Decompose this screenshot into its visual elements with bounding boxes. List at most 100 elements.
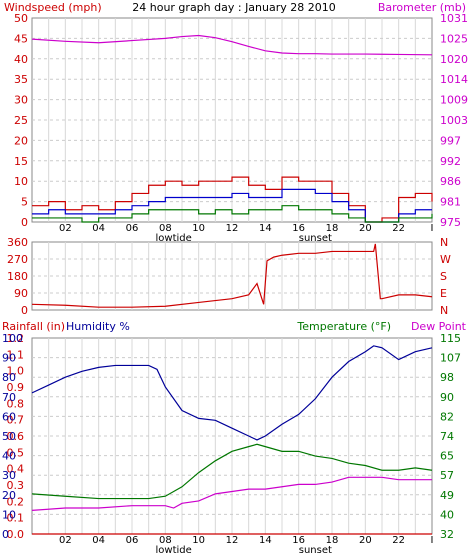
y-tick-label: 32 bbox=[440, 528, 454, 541]
rainfall-y-ticks: 0.0 0.1 0.2 0.3 0.4 0.5 0.6 0.7 0.8 0.9 1.0 1.1 1.2 bbox=[7, 332, 25, 541]
y-tick-label: 1003 bbox=[440, 114, 468, 127]
y-tick-label: 98 bbox=[440, 371, 454, 384]
event-label: sunset bbox=[299, 545, 332, 556]
y-tick-label: 30 bbox=[14, 94, 28, 107]
y-tick-label: 57 bbox=[440, 469, 454, 482]
humidity-axis-title: Humidity % bbox=[66, 320, 130, 333]
barometer-y-ticks: 975 981 986 992 997 1003 1009 1014 1020 1025 1031 bbox=[440, 12, 468, 229]
x-tick-label: 20 bbox=[359, 223, 372, 234]
x-tick-label: 02 bbox=[59, 223, 72, 234]
y-tick-label: 0 bbox=[2, 528, 9, 541]
windspeed-axis-title: Windspeed (mph) bbox=[4, 1, 102, 14]
x-tick-label: 20 bbox=[359, 535, 372, 546]
y-tick-label: 0.5 bbox=[7, 446, 25, 459]
y-tick-label: 5 bbox=[21, 196, 28, 209]
compass-label: W bbox=[440, 253, 451, 266]
y-tick-label: 60 bbox=[2, 410, 16, 423]
y-tick-label: 10 bbox=[2, 508, 16, 521]
x-tick-label: 16 bbox=[292, 535, 305, 546]
event-label: lowtide bbox=[156, 233, 192, 244]
y-tick-label: 0.6 bbox=[7, 430, 25, 443]
x-tick-label: 08 bbox=[159, 535, 172, 546]
wind-series bbox=[31, 34, 433, 223]
y-tick-label: 0.7 bbox=[7, 414, 25, 427]
y-tick-label: 80 bbox=[2, 371, 16, 384]
x-tick-label: 10 bbox=[192, 223, 205, 234]
x-tick-label: 04 bbox=[92, 223, 105, 234]
y-tick-label: 0.9 bbox=[7, 381, 25, 394]
x-tick-label: 18 bbox=[326, 223, 339, 234]
y-tick-label: 0 bbox=[21, 216, 28, 229]
y-tick-label: 40 bbox=[440, 508, 454, 521]
event-label: sunset bbox=[299, 233, 332, 244]
temperature-line bbox=[31, 443, 433, 500]
y-tick-label: 100 bbox=[2, 332, 23, 345]
windavg-line bbox=[32, 188, 432, 223]
y-tick-label: 90 bbox=[440, 391, 454, 404]
y-tick-label: 180 bbox=[7, 270, 28, 283]
x-tick-label: 14 bbox=[259, 535, 272, 546]
y-tick-label: 15 bbox=[14, 155, 28, 168]
y-tick-label: 82 bbox=[440, 410, 454, 423]
direction-series bbox=[31, 243, 433, 308]
x-tick-label: 12 bbox=[226, 223, 239, 234]
x-tick-label: 16 bbox=[292, 223, 305, 234]
y-tick-label: 40 bbox=[14, 53, 28, 66]
y-tick-label: 0.8 bbox=[7, 397, 25, 410]
compass-label: E bbox=[440, 287, 447, 300]
y-tick-label: 1014 bbox=[440, 73, 468, 86]
y-tick-label: 1031 bbox=[440, 12, 468, 25]
y-tick-label: 25 bbox=[14, 114, 28, 127]
temperature-y-ticks: 32 40 49 57 65 74 82 90 98 107 115 bbox=[440, 332, 461, 541]
compass-label: N bbox=[440, 304, 448, 317]
windspeed-y-ticks: 0 5 10 15 20 25 30 35 40 45 50 bbox=[14, 12, 28, 229]
y-tick-label: 1.0 bbox=[7, 365, 25, 378]
y-tick-label: 90 bbox=[2, 352, 16, 365]
y-tick-label: 1009 bbox=[440, 94, 468, 107]
wind-panel: Windspeed (mph) 24 hour graph day : Janu… bbox=[4, 1, 468, 244]
y-tick-label: 986 bbox=[440, 175, 461, 188]
x-tick-label: 04 bbox=[92, 535, 105, 546]
barometer-axis-title: Barometer (mb) bbox=[378, 1, 466, 14]
x-tick-label: 06 bbox=[126, 223, 139, 234]
y-tick-label: 35 bbox=[14, 73, 28, 86]
y-tick-label: 1.1 bbox=[7, 348, 25, 361]
y-tick-label: 1.2 bbox=[7, 332, 25, 345]
y-tick-label: 0 bbox=[21, 304, 28, 317]
event-label: lowtide bbox=[156, 545, 192, 556]
humidity-y-ticks: 0 10 20 30 40 50 60 70 80 90 100 bbox=[2, 332, 23, 541]
wind-grid bbox=[32, 18, 432, 222]
y-tick-label: 40 bbox=[2, 450, 16, 463]
barometer-line bbox=[31, 34, 433, 56]
y-tick-label: 997 bbox=[440, 134, 461, 147]
compass-label: S bbox=[440, 270, 447, 283]
temp-series bbox=[31, 345, 433, 535]
y-tick-label: 1025 bbox=[440, 32, 468, 45]
temp-panel: Rainfall (in) Humidity % Temperature (°F… bbox=[2, 320, 467, 556]
y-tick-label: 10 bbox=[14, 175, 28, 188]
y-tick-label: 45 bbox=[14, 32, 28, 45]
dewpoint-line bbox=[31, 476, 432, 511]
x-tick-label: 02 bbox=[59, 535, 72, 546]
x-tick-label: 06 bbox=[126, 535, 139, 546]
dewpoint-axis-title: Dew Point bbox=[411, 320, 467, 333]
x-tick-label: 08 bbox=[159, 223, 172, 234]
y-tick-label: 1020 bbox=[440, 53, 468, 66]
temperature-axis-title: Temperature (°F) bbox=[296, 320, 391, 333]
y-tick-label: 74 bbox=[440, 430, 454, 443]
y-tick-label: 115 bbox=[440, 332, 461, 345]
y-tick-label: 20 bbox=[14, 134, 28, 147]
direction-line bbox=[31, 243, 433, 308]
x-tick-label: 22 bbox=[392, 223, 405, 234]
humidity-line bbox=[31, 345, 433, 441]
x-tick-label: 18 bbox=[326, 535, 339, 546]
y-tick-label: 0.2 bbox=[7, 495, 25, 508]
y-tick-label: 65 bbox=[440, 450, 454, 463]
y-tick-label: 30 bbox=[2, 469, 16, 482]
y-tick-label: 981 bbox=[440, 196, 461, 209]
